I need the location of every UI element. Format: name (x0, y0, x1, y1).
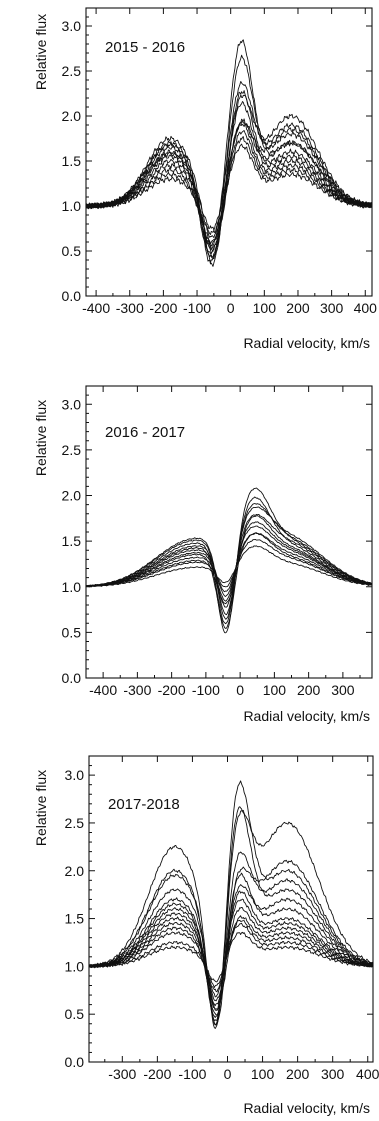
y-tick-label: 1.0 (65, 958, 85, 974)
y-tick-label: 0.5 (62, 243, 82, 259)
spectrum-line (88, 898, 374, 998)
x-tick-label: -300 (116, 300, 144, 316)
x-axis-title: Radial velocity, km/s (243, 335, 370, 351)
x-tick-label: 100 (263, 682, 287, 698)
y-tick-label: 0.5 (62, 624, 82, 640)
spectrum-line (85, 118, 373, 252)
x-tick-label: 300 (320, 300, 344, 316)
y-tick-label: 0.0 (62, 670, 82, 686)
y-tick-label: 2.0 (62, 488, 82, 504)
spectrum-line (85, 506, 373, 616)
spectrum-line (85, 122, 373, 231)
x-tick-label: 300 (321, 1066, 345, 1082)
x-axis-ticks: -400 -300 -200 -100 0 100 200 300 400 (82, 8, 377, 316)
x-tick-label: 0 (227, 300, 235, 316)
spectrum-line (88, 859, 374, 1011)
y-tick-label: 1.5 (65, 911, 85, 927)
x-tick-label: 400 (354, 300, 378, 316)
spectrum-line (85, 539, 373, 588)
y-tick-label: 2.0 (62, 108, 82, 124)
y-tick-label: 1.5 (62, 153, 82, 169)
x-tick-label: -200 (149, 300, 177, 316)
spectrum-line (85, 80, 373, 239)
spectrum-line (88, 884, 374, 1007)
x-tick-label: -100 (183, 300, 211, 316)
panel-2015-2016: -400 -300 -200 -100 0 100 200 300 400 0.0 0.5 1.0 1… (33, 7, 377, 351)
x-tick-label: -200 (143, 1066, 171, 1082)
x-tick-label: 300 (331, 682, 355, 698)
y-axis-title: Relative flux (33, 14, 49, 90)
panel-2017-2018: -300 -200 -100 0 100 200 300 400 0.0 0.5 1.0 1.5 2.… (33, 755, 379, 1116)
plot-area (88, 780, 374, 1029)
y-tick-label: 0.0 (62, 288, 82, 304)
x-tick-label: -100 (178, 1066, 206, 1082)
spectrum-line (85, 513, 373, 608)
plot-area (85, 39, 373, 267)
y-axis-ticks: 0.0 0.5 1.0 1.5 2.0 2.5 3.0 (62, 16, 372, 304)
spectrum-line (85, 94, 373, 259)
y-tick-label: 3.0 (62, 396, 82, 412)
panel-annotation: 2016 - 2017 (105, 424, 185, 441)
spectrum-line (85, 496, 373, 625)
x-tick-label: 200 (286, 1066, 310, 1082)
spectrum-line (88, 780, 374, 1029)
y-tick-label: 0.0 (65, 1054, 85, 1070)
x-tick-label: -100 (192, 682, 220, 698)
spectrum-line (85, 545, 373, 588)
panel-2016-2017: -400 -300 -200 -100 0 100 200 300 0.0 0.5 1.0 1.5 2… (33, 385, 373, 724)
x-axis-title: Radial velocity, km/s (243, 1100, 370, 1116)
spectrum-line (88, 851, 374, 1018)
y-tick-label: 1.0 (62, 579, 82, 595)
y-tick-label: 3.0 (65, 767, 85, 783)
y-axis-title: Relative flux (33, 400, 49, 476)
x-tick-label: 0 (236, 682, 244, 698)
x-tick-label: 100 (253, 300, 277, 316)
x-axis-ticks: -300 -200 -100 0 100 200 300 400 (104, 756, 379, 1082)
x-tick-label: 100 (251, 1066, 275, 1082)
y-axis-ticks: 0.0 0.5 1.0 1.5 2.0 2.5 3.0 (62, 394, 372, 686)
spectrum-line (85, 532, 373, 605)
x-tick-label: 0 (224, 1066, 232, 1082)
x-tick-label: -300 (123, 682, 151, 698)
spectrum-line (88, 906, 374, 1002)
y-tick-label: 2.5 (65, 815, 85, 831)
panel-annotation: 2017-2018 (108, 796, 180, 813)
spectrum-line (85, 143, 373, 235)
y-tick-label: 2.5 (62, 442, 82, 458)
x-tick-label: -300 (108, 1066, 136, 1082)
y-tick-label: 0.5 (65, 1006, 85, 1022)
x-tick-label: 400 (356, 1066, 379, 1082)
x-axis-title: Radial velocity, km/s (243, 708, 370, 724)
spectrum-line (85, 525, 372, 597)
spectrum-line (85, 503, 373, 620)
spectrum-line (88, 809, 374, 1026)
x-tick-label: 200 (286, 300, 310, 316)
spectrum-line (88, 919, 374, 993)
spectrum-line (88, 931, 374, 983)
y-axis-title: Relative flux (33, 770, 49, 846)
x-axis-ticks: -400 -300 -200 -100 0 100 200 300 (85, 386, 361, 698)
panel-annotation: 2015 - 2016 (105, 39, 185, 56)
y-tick-label: 3.0 (62, 18, 82, 34)
y-tick-label: 2.5 (62, 63, 82, 79)
x-tick-label: -400 (89, 682, 117, 698)
spectrum-line (85, 515, 373, 629)
x-tick-label: 200 (297, 682, 321, 698)
y-tick-label: 1.5 (62, 533, 82, 549)
spectrum-line (88, 915, 374, 1010)
y-tick-label: 2.0 (65, 863, 85, 879)
x-tick-label: -200 (158, 682, 186, 698)
y-axis-ticks: 0.0 0.5 1.0 1.5 2.0 2.5 3.0 (65, 765, 373, 1070)
x-tick-label: -400 (82, 300, 110, 316)
y-tick-label: 1.0 (62, 198, 82, 214)
plot-area (85, 487, 373, 634)
